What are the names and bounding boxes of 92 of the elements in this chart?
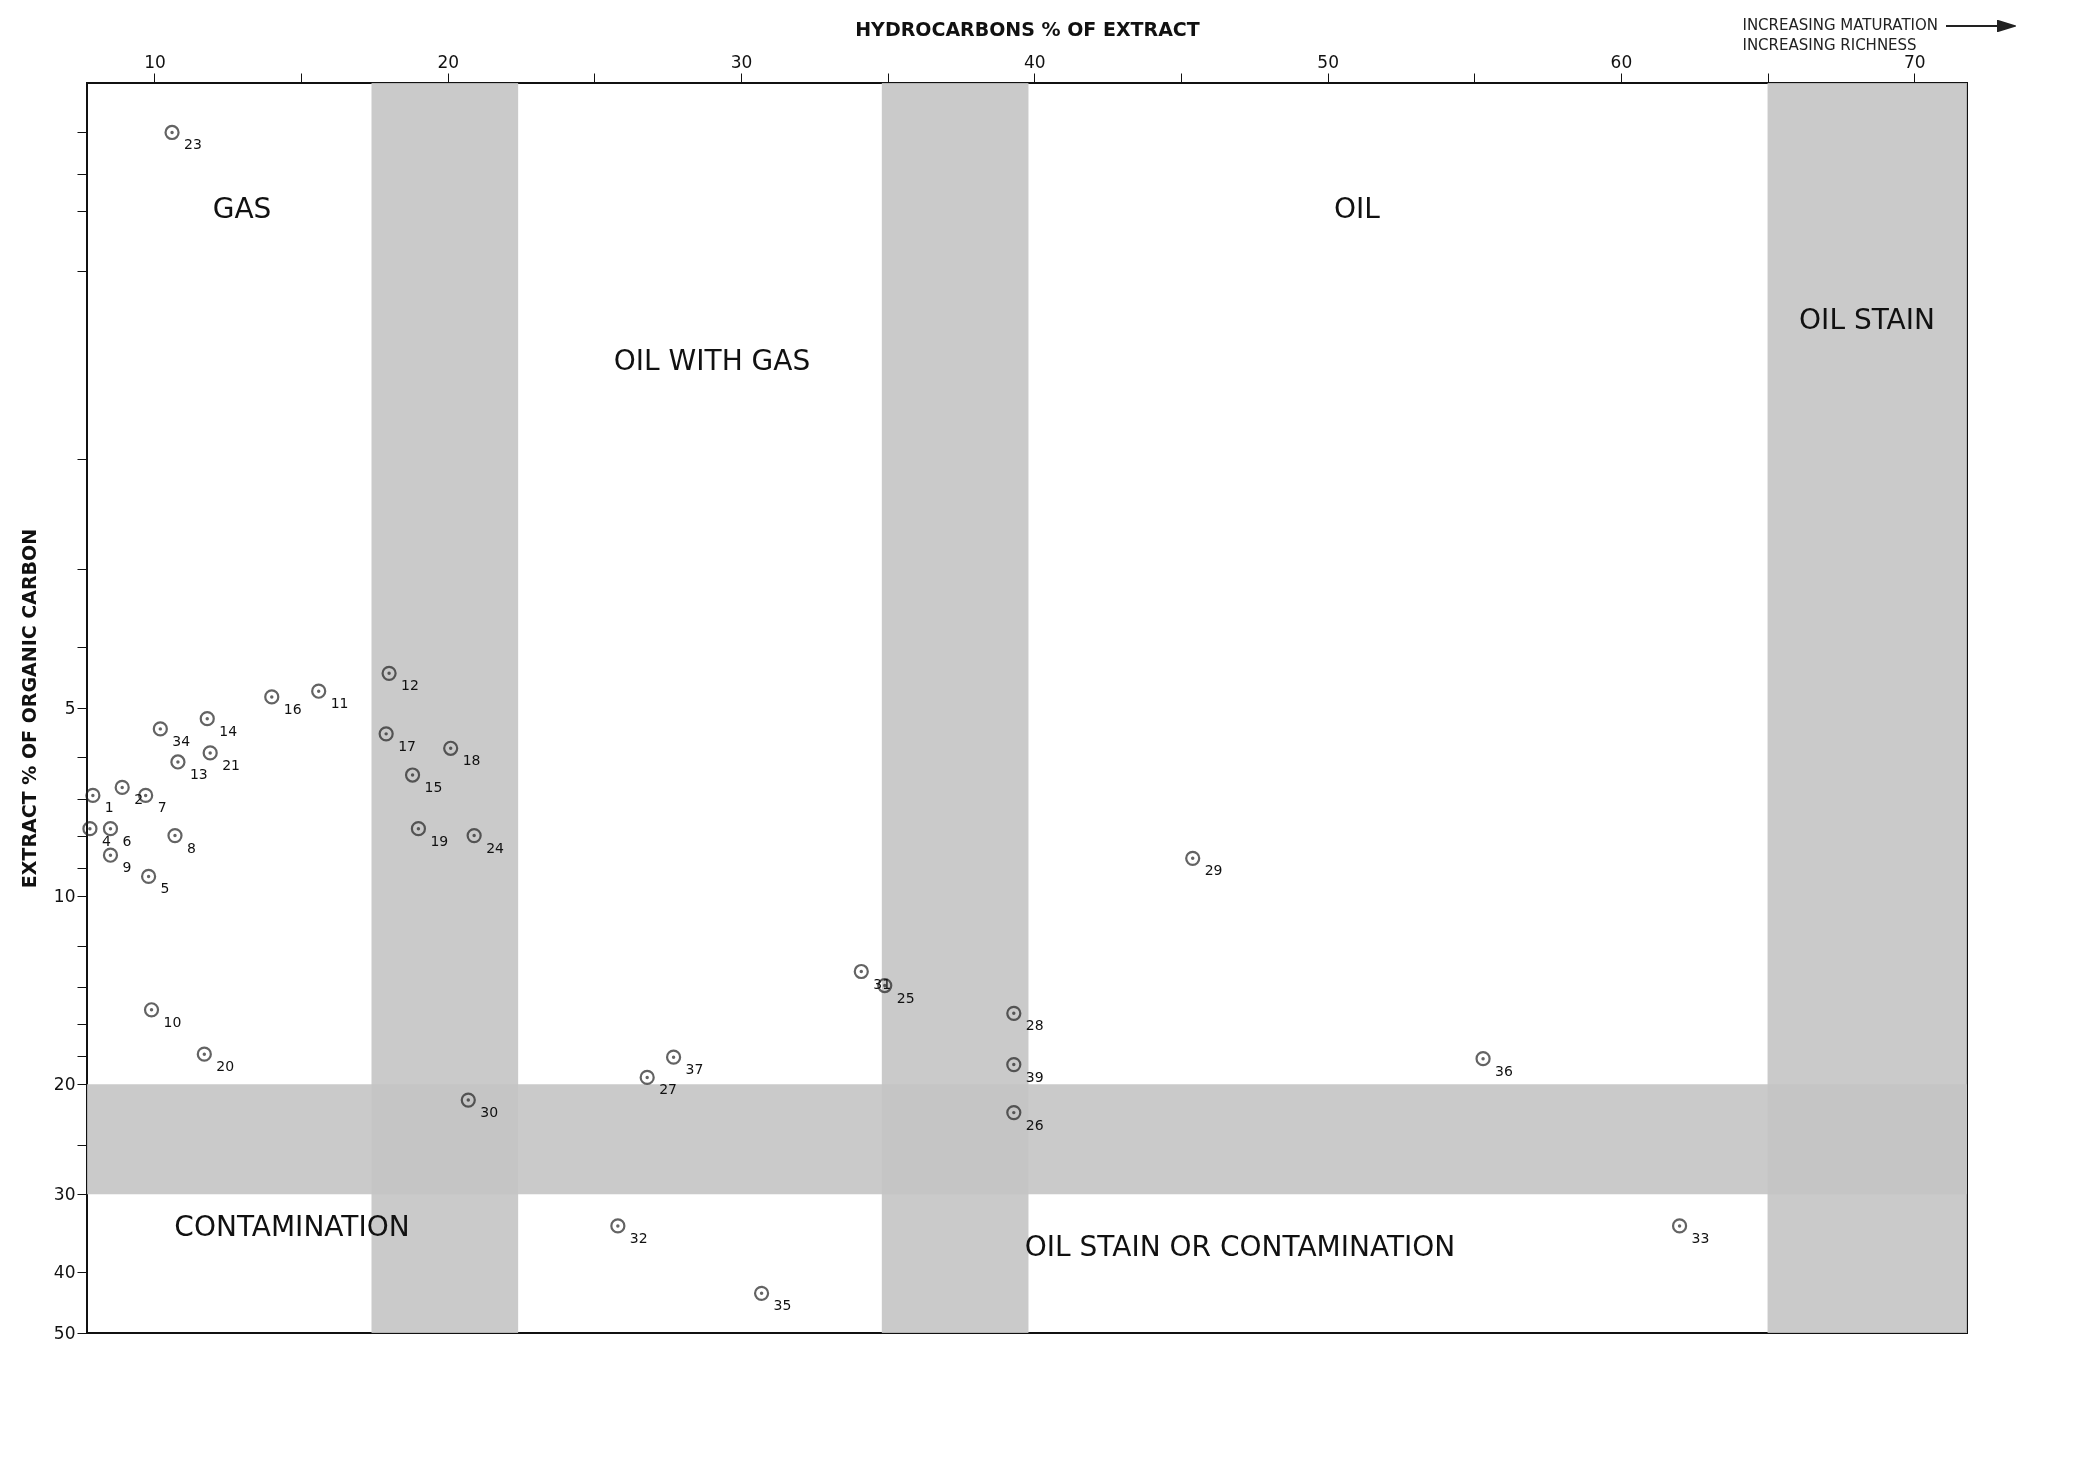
y-tick-label: 5 (64, 697, 76, 718)
point (1475, 1051, 1491, 1067)
point (1006, 1056, 1022, 1073)
x-tick-label: 70 (1903, 51, 1926, 72)
annotation: 17 (398, 737, 416, 754)
point (1006, 1005, 1022, 1021)
annotation: 4 (101, 832, 111, 849)
annotation: 2 (134, 791, 144, 808)
annotation: 21 (222, 756, 241, 773)
annotation: 35 (773, 1297, 792, 1314)
point (378, 726, 394, 742)
point (639, 1069, 655, 1086)
point (1671, 1218, 1688, 1234)
point (114, 779, 130, 796)
text: INCREASING RICHNESS (1742, 36, 1918, 54)
point (753, 1285, 770, 1301)
x-axis-title: HYDROCARBONS % OF EXTRACT (855, 17, 1200, 40)
annotation: 12 (401, 677, 419, 694)
point (152, 721, 168, 737)
annotation: 28 (1025, 1017, 1044, 1034)
annotation: 13 (189, 765, 208, 782)
point (466, 827, 482, 844)
point (853, 963, 869, 980)
point (1185, 850, 1201, 866)
annotation: 23 (184, 136, 202, 153)
y-tick-label: 40 (53, 1261, 76, 1282)
text: INCREASING MATURATION (1742, 16, 1939, 34)
annotation: OIL STAIN (1799, 303, 1935, 336)
x-tick-label: 20 (437, 51, 460, 72)
point (167, 827, 183, 844)
annotation: 7 (157, 799, 167, 816)
annotation: 19 (430, 832, 449, 849)
annotation: 14 (219, 722, 238, 739)
point (143, 1002, 160, 1018)
x-tick-label: 50 (1317, 51, 1339, 72)
annotation: 8 (186, 839, 196, 856)
x-tick-label: 30 (730, 51, 753, 72)
y-tick-label: 10 (53, 885, 76, 906)
annotation: 30 (480, 1104, 499, 1121)
point (202, 745, 218, 761)
y-tick-label: 50 (53, 1322, 76, 1343)
annotation: 25 (896, 989, 915, 1006)
x-tick-label: 10 (144, 51, 166, 72)
point (264, 689, 280, 705)
point (140, 868, 157, 885)
annotation: GAS (212, 192, 272, 225)
point (311, 683, 327, 699)
point (164, 124, 180, 141)
x-tick-label: 40 (1024, 51, 1046, 72)
point (199, 711, 215, 727)
annotation: 34 (172, 732, 191, 749)
point (404, 767, 421, 783)
annotation: 15 (424, 779, 443, 796)
annotation: 11 (330, 695, 349, 712)
annotation: OIL WITH GAS (613, 344, 811, 377)
annotation: 20 (216, 1058, 235, 1075)
point (1006, 1105, 1022, 1121)
point (460, 1092, 476, 1108)
y-axis-title: EXTRACT % OF ORGANIC CARBON (17, 528, 40, 889)
annotation: 5 (160, 880, 170, 897)
annotation: 1 (104, 799, 114, 816)
annotation: 39 (1025, 1068, 1044, 1085)
annotation: 36 (1495, 1062, 1513, 1079)
annotation: 9 (122, 859, 132, 876)
point (381, 665, 397, 681)
x-tick-label: 60 (1610, 51, 1633, 72)
point (196, 1046, 212, 1062)
annotation: 6 (122, 832, 132, 849)
annotation: 26 (1025, 1116, 1044, 1133)
point (610, 1218, 626, 1234)
point (102, 821, 119, 837)
point (82, 821, 98, 837)
annotation: 10 (163, 1013, 182, 1030)
annotation: 18 (462, 752, 481, 769)
annotation: 16 (283, 700, 302, 717)
annotation: CONTAMINATION (174, 1210, 410, 1243)
point (102, 847, 119, 863)
annotation: 29 (1204, 862, 1223, 879)
point (410, 821, 427, 837)
annotation: 24 (486, 839, 505, 856)
point (170, 754, 186, 770)
annotation: OIL (1334, 192, 1381, 225)
annotation: 33 (1691, 1229, 1710, 1246)
annotation: 37 (685, 1061, 704, 1078)
y-tick-label: 20 (53, 1073, 76, 1094)
point (85, 787, 101, 804)
point (665, 1049, 682, 1065)
annotation: 27 (659, 1081, 678, 1098)
point (443, 740, 459, 756)
annotation: OIL STAIN OR CONTAMINATION (1024, 1230, 1456, 1263)
annotation: 32 (629, 1229, 648, 1246)
y-tick-label: 30 (53, 1183, 76, 1204)
